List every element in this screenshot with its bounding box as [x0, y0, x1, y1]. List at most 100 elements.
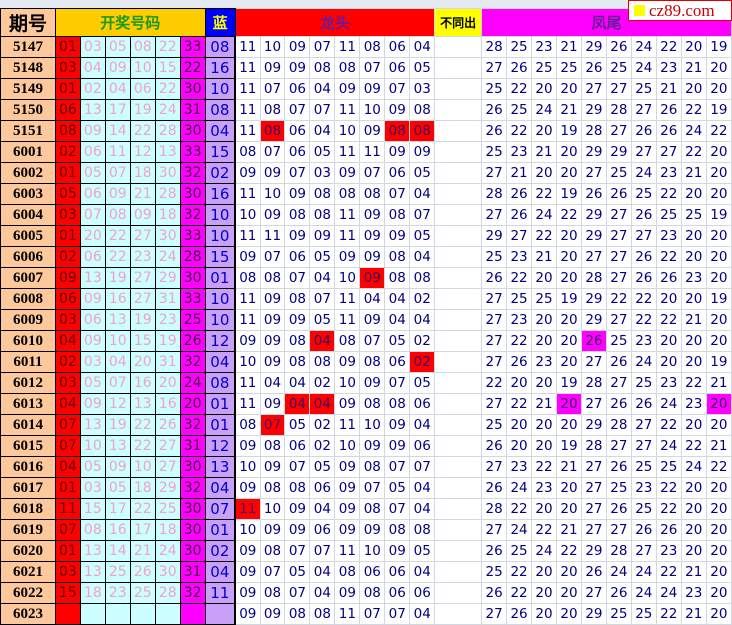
draw-number-cell: 27 — [154, 456, 181, 478]
red-ball-cell: 01 — [54, 477, 81, 499]
tail-cell: 25 — [481, 246, 508, 268]
dragon-cell: 09 — [259, 57, 286, 79]
dragon-cell: 07 — [259, 78, 286, 100]
tail-cell: 20 — [506, 435, 533, 457]
draw-number-cell: 22 — [129, 498, 156, 520]
last-number-cell — [179, 603, 206, 625]
dragon-cell: 09 — [384, 414, 411, 436]
tail-cell: 27 — [580, 519, 607, 541]
tail-cell: 26 — [605, 36, 632, 58]
tail-cell: 20 — [555, 141, 582, 163]
header-dragon: 龙头 — [234, 8, 436, 37]
red-ball-cell: 02 — [54, 351, 81, 373]
tail-cell: 27 — [580, 351, 607, 373]
diff-cell — [434, 435, 483, 457]
table-row: 6013 04 09 12 13 16 20 01 11 09 04 04 09 08 08 06 27 22 21… — [0, 393, 732, 415]
tail-cell: 27 — [605, 435, 632, 457]
dragon-cell: 09 — [384, 435, 411, 457]
diff-cell — [434, 498, 483, 520]
table-row: 6004 03 07 08 09 18 32 10 10 09 08 08 11 09 08 07 27 26 24… — [0, 204, 732, 226]
period-cell: 6011 — [0, 351, 56, 373]
table-row: 6021 03 13 25 26 30 31 04 09 07 05 04 08 06 06 04 25 22 20… — [0, 561, 732, 583]
tail-cell: 20 — [705, 561, 732, 583]
last-number-cell: 30 — [179, 78, 206, 100]
draw-number-cell: 14 — [104, 120, 131, 142]
tail-cell: 23 — [655, 162, 682, 184]
tail-cell: 27 — [605, 246, 632, 268]
tail-cell: 20 — [531, 78, 557, 100]
last-number-cell: 26 — [179, 330, 206, 352]
blue-ball-cell: 15 — [204, 141, 237, 163]
dragon-cell: 06 — [284, 435, 311, 457]
tail-cell: 21 — [555, 99, 582, 121]
tail-cell: 26 — [481, 582, 508, 604]
tail-cell: 27 — [580, 477, 607, 499]
tail-cell: 20 — [705, 477, 732, 499]
period-cell: 6010 — [0, 330, 56, 352]
dragon-cell: 09 — [334, 582, 361, 604]
draw-number-cell: 30 — [154, 225, 181, 247]
dragon-cell: 08 — [309, 204, 336, 226]
tail-cell: 23 — [655, 540, 682, 562]
dragon-cell: 11 — [334, 603, 361, 625]
dragon-cell: 02 — [309, 414, 336, 436]
dragon-cell: 04 — [409, 309, 436, 331]
table-row: 5148 03 04 09 10 15 22 16 11 09 09 08 08 07 06 05 27 26 25… — [0, 57, 732, 79]
tail-cell: 22 — [705, 456, 732, 478]
draw-number-cell: 18 — [154, 204, 181, 226]
dragon-cell: 08 — [384, 393, 411, 415]
last-number-cell: 33 — [179, 225, 206, 247]
dragon-cell: 04 — [309, 330, 336, 352]
header-diff: 不同出 — [434, 8, 483, 37]
tail-cell: 20 — [705, 309, 732, 331]
dragon-cell: 09 — [234, 162, 261, 184]
tail-cell: 22 — [655, 561, 682, 583]
tail-cell: 26 — [605, 351, 632, 373]
draw-number-cell: 26 — [129, 561, 156, 583]
tail-cell: 22 — [655, 477, 682, 499]
tail-cell: 20 — [555, 414, 582, 436]
period-cell: 6017 — [0, 477, 56, 499]
table-row: 6010 04 09 10 15 19 26 12 09 09 08 04 08 07 05 02 27 22 20… — [0, 330, 732, 352]
blue-ball-cell: 02 — [204, 540, 237, 562]
dragon-cell: 09 — [359, 435, 386, 457]
dragon-cell: 10 — [359, 99, 386, 121]
blue-ball-cell: 01 — [204, 393, 237, 415]
tail-cell: 22 — [655, 309, 682, 331]
dragon-cell: 06 — [384, 36, 411, 58]
watermark-logo: cz89.com — [628, 0, 732, 21]
draw-number-cell: 13 — [79, 561, 106, 583]
draw-number-cell: 11 — [104, 141, 131, 163]
draw-number-cell: 07 — [104, 372, 131, 394]
dragon-cell: 11 — [234, 183, 261, 205]
dragon-cell: 06 — [409, 435, 436, 457]
table-row: 6003 05 06 09 21 28 30 16 11 10 09 08 08 08 07 04 28 26 22… — [0, 183, 732, 205]
table-row: 5150 06 13 17 19 24 31 08 11 08 07 07 11 10 09 08 26 25 24… — [0, 99, 732, 121]
tail-cell: 21 — [705, 435, 732, 457]
draw-number-cell: 09 — [79, 393, 106, 415]
tail-cell: 23 — [506, 141, 533, 163]
dragon-cell: 04 — [359, 288, 386, 310]
tail-cell: 23 — [506, 456, 533, 478]
tail-cell: 24 — [680, 120, 707, 142]
dragon-cell: 08 — [409, 99, 436, 121]
draw-number-cell: 05 — [79, 372, 106, 394]
table-row: 6022 15 18 23 25 28 32 11 09 08 07 04 09 08 06 06 26 22 20… — [0, 582, 732, 604]
period-cell: 6006 — [0, 246, 56, 268]
tail-cell: 28 — [580, 372, 607, 394]
blue-ball-cell: 12 — [204, 330, 237, 352]
tail-cell: 28 — [580, 120, 607, 142]
tail-cell: 20 — [705, 267, 732, 289]
dragon-cell: 08 — [234, 414, 261, 436]
dragon-cell: 06 — [284, 141, 311, 163]
dragon-cell: 09 — [359, 204, 386, 226]
tail-cell: 20 — [506, 372, 533, 394]
tail-cell: 28 — [605, 540, 632, 562]
tail-cell: 25 — [481, 78, 508, 100]
tail-cell: 23 — [655, 57, 682, 79]
table-row: 6001 02 06 11 12 13 33 15 08 07 06 05 11 11 09 09 25 23 21… — [0, 141, 732, 163]
dragon-cell: 02 — [309, 372, 336, 394]
period-cell: 5148 — [0, 57, 56, 79]
tail-cell: 27 — [481, 162, 508, 184]
dragon-cell: 09 — [234, 330, 261, 352]
